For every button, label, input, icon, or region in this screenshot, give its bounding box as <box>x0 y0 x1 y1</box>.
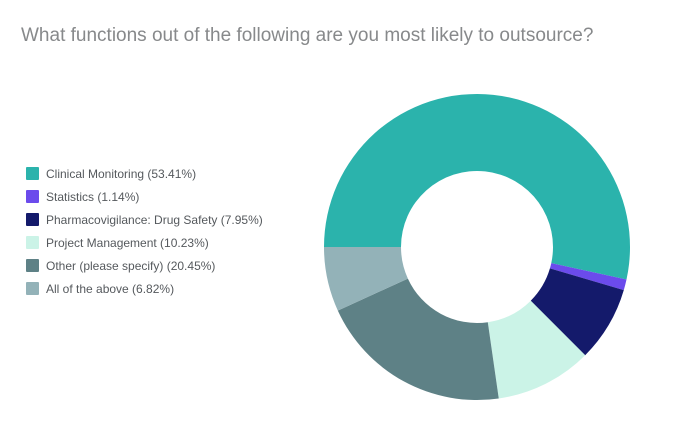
legend-label: Other (please specify) (20.45%) <box>46 258 216 273</box>
legend-swatch <box>26 213 39 226</box>
legend-item: Statistics (1.14%) <box>26 185 263 208</box>
legend-swatch <box>26 236 39 249</box>
donut-slice-pharmacovigilance-drug-safety[interactable] <box>530 268 624 356</box>
legend-item: Pharmacovigilance: Drug Safety (7.95%) <box>26 208 263 231</box>
donut-slice-other-please-specify[interactable] <box>337 278 499 401</box>
legend-swatch <box>26 282 39 295</box>
chart-legend: Clinical Monitoring (53.41%) Statistics (… <box>26 162 263 300</box>
chart-title: What functions out of the following are … <box>21 25 594 46</box>
legend-label: Statistics (1.14%) <box>46 189 140 204</box>
donut-slice-all-of-the-above[interactable] <box>324 247 408 311</box>
legend-item: Clinical Monitoring (53.41%) <box>26 162 263 185</box>
legend-label: Clinical Monitoring (53.41%) <box>46 166 197 181</box>
donut-slice-statistics[interactable] <box>549 263 627 291</box>
legend-item: Project Management (10.23%) <box>26 231 263 254</box>
donut-slice-clinical-monitoring[interactable] <box>324 93 630 280</box>
legend-item: All of the above (6.82%) <box>26 277 263 300</box>
legend-swatch <box>26 190 39 203</box>
donut-slice-project-management[interactable] <box>487 300 586 399</box>
legend-label: All of the above (6.82%) <box>46 281 175 296</box>
legend-item: Other (please specify) (20.45%) <box>26 254 263 277</box>
legend-label: Project Management (10.23%) <box>46 235 209 250</box>
legend-swatch <box>26 259 39 272</box>
legend-label: Pharmacovigilance: Drug Safety (7.95%) <box>46 212 263 227</box>
legend-swatch <box>26 167 39 180</box>
